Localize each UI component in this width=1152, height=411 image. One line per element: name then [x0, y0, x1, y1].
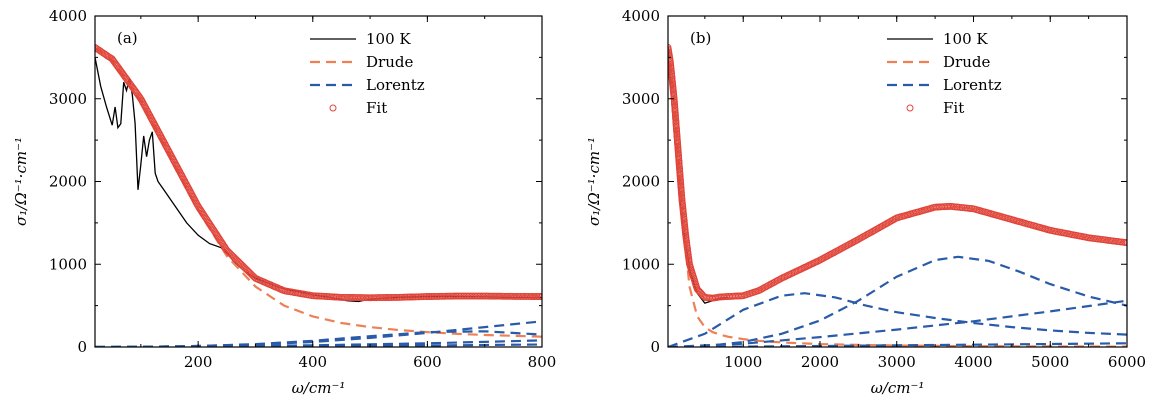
fit-marker: [891, 215, 899, 223]
legend-label: Drude: [366, 53, 413, 71]
fit-marker: [538, 293, 542, 300]
x-tick-label: 5000: [1031, 353, 1069, 371]
panel-a: 200 400 600 800 0 1000 2000 3000 4000 ω/cm⁻¹ σ₁/Ω⁻…: [12, 7, 556, 397]
legend: 100 K Drude Lorentz Fit: [310, 30, 425, 117]
x-tick-label: 200: [184, 353, 213, 371]
x-tick-label: 1000: [724, 353, 762, 371]
y-tick-label: 3000: [49, 90, 87, 108]
legend: 100 K Drude Lorentz Fit: [887, 30, 1002, 117]
y-tick-label: 3000: [622, 90, 660, 108]
y-axis-label: σ₁/Ω⁻¹·cm⁻¹: [585, 137, 603, 226]
y-axis: 0 1000 2000 3000 4000: [49, 7, 542, 356]
series-100-k-line: [95, 57, 542, 303]
x-tick-label: 3000: [878, 353, 916, 371]
y-tick-label: 2000: [49, 173, 87, 191]
y-tick-label: 0: [650, 338, 660, 356]
plot-area: [668, 43, 1127, 347]
series-fit-markers: [95, 43, 542, 302]
plot-area: [95, 43, 542, 347]
y-axis-label: σ₁/Ω⁻¹·cm⁻¹: [12, 137, 30, 226]
y-tick-label: 1000: [49, 255, 87, 273]
legend-label: Fit: [366, 99, 387, 117]
x-tick-label: 400: [298, 353, 327, 371]
legend-label: Lorentz: [943, 76, 1002, 94]
x-tick-label: 800: [528, 353, 557, 371]
legend-label: Drude: [943, 53, 990, 71]
x-axis: 1000 2000 3000 4000 5000 6000: [704, 16, 1146, 371]
fit-marker: [1123, 239, 1127, 247]
legend-label: 100 K: [366, 30, 411, 48]
x-tick-label: 6000: [1108, 353, 1146, 371]
y-tick-label: 0: [77, 338, 87, 356]
panel-label: (a): [117, 29, 138, 47]
legend-marker-fit: [906, 104, 914, 112]
series-lorentz-3-line: [668, 255, 1127, 347]
legend-marker-fit: [329, 104, 337, 112]
y-axis: 0 1000 2000 3000 4000: [622, 7, 1127, 356]
y-tick-label: 2000: [622, 173, 660, 191]
x-axis-label: ω/cm⁻¹: [871, 379, 925, 397]
legend-label: Fit: [943, 99, 964, 117]
x-tick-label: 600: [413, 353, 442, 371]
series-drude-line: [668, 47, 1127, 347]
y-tick-label: 4000: [622, 7, 660, 25]
series-drude-line: [95, 46, 542, 338]
series-fit-markers: [668, 43, 1127, 302]
x-axis-label: ω/cm⁻¹: [292, 379, 346, 397]
series-lorentz-line: [668, 292, 1127, 347]
panel-b: 1000 2000 3000 4000 5000 6000 0 1000 2000 3000 400…: [585, 7, 1146, 397]
legend-label: Lorentz: [366, 76, 425, 94]
y-tick-label: 1000: [622, 255, 660, 273]
x-tick-label: 2000: [801, 353, 839, 371]
x-axis: 200 400 600 800: [140, 16, 557, 371]
panel-label: (b): [690, 29, 711, 47]
legend-label: 100 K: [943, 30, 988, 48]
y-tick-label: 4000: [49, 7, 87, 25]
series-lorentz-4-line: [668, 299, 1127, 347]
x-tick-label: 4000: [954, 353, 992, 371]
